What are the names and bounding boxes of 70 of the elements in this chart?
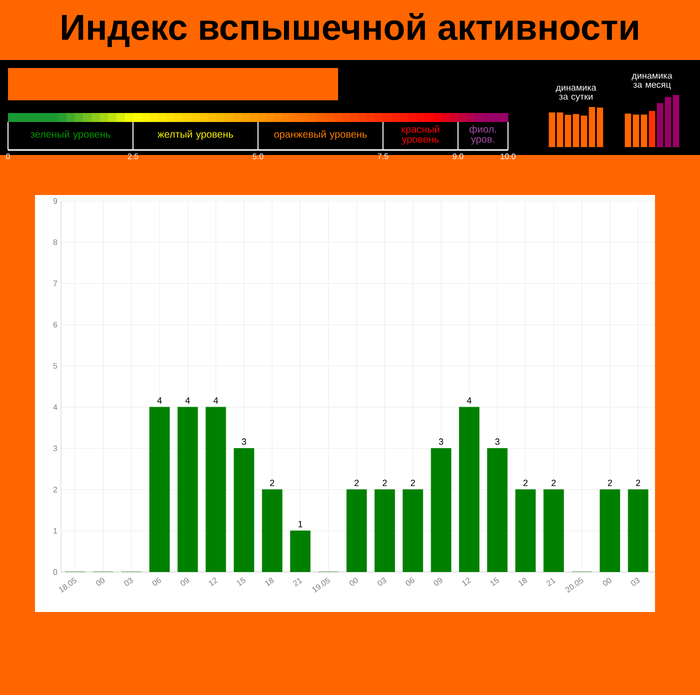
y-tick-label: 4: [53, 404, 58, 410]
x-tick-label: 00: [349, 578, 358, 586]
x-tick-label: 06: [406, 578, 414, 586]
data-label: 2: [270, 480, 274, 486]
bar: [648, 110, 656, 147]
y-tick-label: 7: [53, 280, 58, 286]
text: зеленый уровень: [30, 130, 110, 140]
x-tick-label: 06: [152, 578, 161, 586]
x-tick-label: 09: [434, 578, 442, 586]
x-tick-label: 12: [208, 578, 218, 586]
bar: [374, 489, 395, 572]
data-label: 4: [157, 397, 162, 404]
bar: [543, 489, 564, 572]
chart-title: динамика за сутки: [556, 86, 596, 102]
data-label: 2: [354, 480, 359, 486]
text: красный уровень: [402, 125, 440, 145]
x-tick-label: 2.5: [128, 154, 138, 160]
x-tick-label: 15: [490, 577, 499, 586]
data-label: 2: [523, 480, 528, 486]
text: оранжевый уровень: [274, 130, 367, 140]
bar: [487, 448, 508, 572]
data-label: 3: [242, 438, 246, 445]
data-label: 3: [438, 438, 444, 445]
y-tick-label: 3: [53, 445, 58, 452]
y-tick-label: 9: [53, 198, 58, 204]
chart-title: Индекс вспышечной активности: [62, 13, 638, 47]
y-tick-label: 0: [53, 569, 58, 575]
x-tick-label: 15: [236, 577, 246, 586]
x-tick-label: 03: [631, 578, 640, 586]
x-tick-label: 18: [265, 578, 274, 586]
x-tick-label: 03: [124, 578, 133, 586]
data-label: 2: [410, 480, 415, 486]
bar: [402, 489, 424, 572]
data-label: 4: [185, 397, 190, 404]
data-label: 1: [298, 521, 302, 528]
data-label: 4: [466, 397, 472, 404]
y-tick-label: 8: [53, 239, 58, 246]
x-tick-label: 00: [602, 578, 612, 586]
bar: [515, 489, 536, 572]
data-label: 2: [382, 480, 387, 486]
x-tick-label: 5.0: [252, 154, 264, 160]
bar: [346, 489, 367, 572]
y-tick-label: 5: [53, 363, 58, 369]
data-label: 2: [608, 480, 612, 486]
x-tick-label: 10.0: [500, 154, 516, 160]
bar: [290, 530, 310, 572]
y-tick-label: 1: [54, 528, 58, 534]
x-tick-label: 18: [518, 578, 527, 586]
x-tick-label: 21: [293, 578, 302, 586]
bar: [600, 489, 620, 572]
text: фиол. уров.: [470, 125, 496, 145]
x-tick-label: 00: [96, 578, 105, 586]
data-label: 2: [636, 480, 640, 486]
bar: [628, 489, 648, 572]
data-label: 4: [214, 397, 218, 404]
x-tick-label: 0: [6, 154, 10, 160]
x-tick-label: 7.5: [378, 154, 388, 160]
x-tick-label: 12: [462, 578, 472, 586]
x-tick-label: 9.0: [452, 154, 464, 160]
text: желтый уровень: [158, 130, 234, 140]
chart-title: динамика за месяц: [632, 74, 672, 90]
bar: [430, 448, 452, 572]
data-label: 2: [552, 480, 556, 486]
data-label: 3: [495, 438, 500, 445]
bar: [459, 406, 480, 572]
y-tick-label: 6: [53, 322, 58, 328]
x-tick-label: 21: [546, 578, 556, 586]
x-tick-label: 09: [180, 578, 189, 586]
x-tick-label: 03: [378, 578, 386, 586]
y-tick-label: 2: [53, 486, 58, 492]
